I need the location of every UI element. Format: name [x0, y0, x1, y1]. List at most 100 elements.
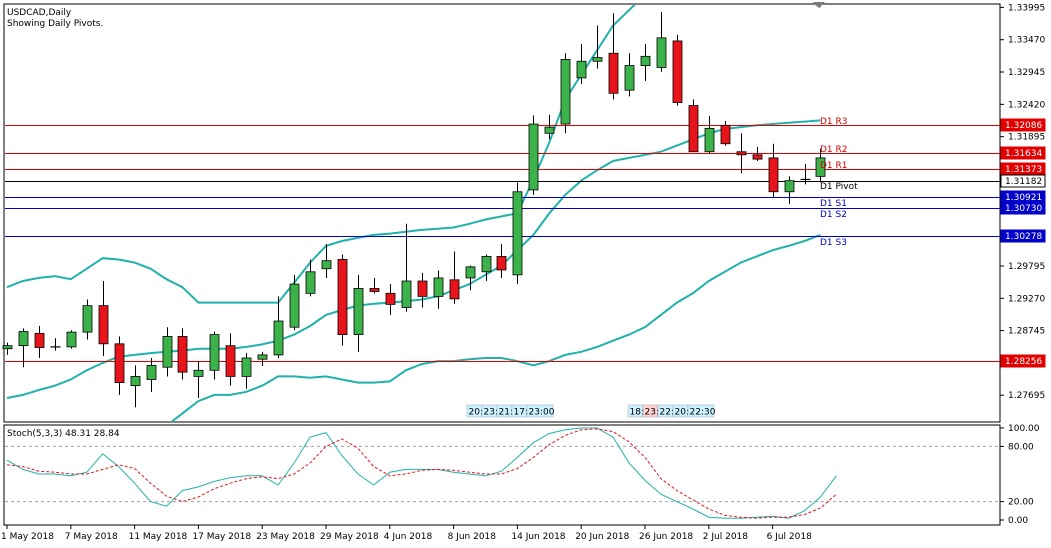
candle [193, 361, 204, 398]
session-cell-label: 22:30 [690, 408, 716, 418]
candle-body-up [784, 180, 795, 193]
stoch-k-line [6, 427, 837, 519]
pivot-label: D1 R1 [820, 161, 848, 171]
stoch-tick-label: 0.00 [1008, 516, 1028, 526]
candle [146, 357, 157, 392]
price-tag-box [1000, 174, 1046, 188]
candle [433, 270, 444, 309]
price-tag-box [1000, 146, 1046, 160]
candle-body-up [576, 60, 587, 79]
candle [560, 53, 571, 134]
candle [321, 244, 332, 278]
session-cell [526, 404, 554, 418]
date-tick-label: 6 Jul 2018 [767, 532, 812, 542]
price-tick-label: 1.29270 [1008, 294, 1045, 304]
date-axis: 1 May 2018 7 May 2018 11 May 2018 17 May 20… [1, 525, 812, 542]
candle [305, 259, 316, 297]
candle-body-up [130, 376, 141, 387]
candle-body-up [289, 283, 300, 328]
candle-body-down [114, 343, 125, 384]
price-tag-label: 1.31373 [1005, 165, 1042, 175]
session-cell-label: 23:00 [529, 408, 555, 418]
price-tag-label: 1.30921 [1005, 193, 1042, 203]
date-tick-label: 20 Jun 2018 [575, 532, 629, 542]
session-boxes: 20: 23: 21: 17: 23:00 18: 23: 22: 20: 22:30 [466, 404, 716, 418]
candle-body-up [321, 260, 332, 270]
candle-body-up [656, 37, 667, 68]
candle-body-up [512, 191, 523, 276]
session-cell-label: 17: [514, 408, 528, 418]
pivot-label: D1 R2 [820, 145, 848, 155]
session-cell-label: 18: [630, 408, 644, 418]
candle-body-up [305, 271, 316, 294]
chart-subtitle: Showing Daily Pivots. [7, 19, 103, 29]
candle [417, 273, 428, 308]
candle-body-down [736, 151, 747, 156]
price-tag-label: 1.31182 [1005, 177, 1042, 187]
price-tick-label: 1.27695 [1008, 391, 1045, 401]
price-tag-label: 1.28256 [1005, 357, 1042, 367]
price-tag-label: 1.30278 [1005, 232, 1042, 242]
candle-body-up [2, 345, 13, 350]
candle [385, 284, 396, 315]
candle [576, 44, 587, 85]
candle-body-up [704, 127, 715, 153]
price-tag-label: 1.31634 [1005, 149, 1042, 159]
candle-body-up [353, 288, 364, 335]
candle [337, 254, 348, 346]
date-tick-label: 17 May 2018 [192, 532, 251, 542]
candle-body-up [624, 65, 635, 91]
session-cell-label: 21: [499, 408, 513, 418]
candle [768, 143, 779, 198]
candle [130, 365, 141, 408]
candle [544, 114, 555, 140]
candle-body-up [481, 256, 492, 273]
candle-body-down [688, 105, 699, 153]
stoch-label: Stoch(5,3,3) 48.31 28.84 [7, 429, 120, 439]
candle [241, 353, 252, 389]
candle-body-up [66, 331, 77, 348]
candle [2, 342, 13, 355]
scroll-marker-icon[interactable] [813, 2, 825, 8]
pivot-label: D1 Pivot [820, 182, 858, 192]
candle [736, 133, 747, 174]
candle [82, 299, 93, 340]
date-tick-label: 14 Jun 2018 [511, 532, 565, 542]
candle [289, 274, 300, 331]
candle-body-up [544, 126, 555, 134]
pivot-label: D1 S3 [820, 238, 847, 248]
date-tick-label: 7 May 2018 [65, 532, 118, 542]
candle [512, 182, 523, 285]
candle [273, 296, 284, 358]
price-tick-label: 1.29795 [1008, 262, 1045, 272]
candle [18, 328, 29, 368]
candle-body-down [385, 292, 396, 305]
candle-body-up [257, 354, 268, 360]
date-tick-label: 2 Jul 2018 [703, 532, 748, 542]
candle [800, 164, 811, 185]
date-tick-label: 23 May 2018 [256, 532, 315, 542]
price-tag-box [1000, 229, 1046, 243]
date-tick-label: 4 Jun 2018 [384, 532, 433, 542]
candle-body-down [369, 288, 380, 292]
bollinger-lower-line [170, 233, 821, 421]
candle [50, 338, 61, 351]
candle-body-down [337, 259, 348, 335]
pivot-label: D1 S1 [820, 199, 847, 209]
candle-body-down [34, 332, 45, 348]
candle [34, 325, 45, 358]
price-tick-label: 1.32945 [1008, 68, 1045, 78]
candle-body-up [560, 59, 571, 125]
date-tick-label: 1 May 2018 [1, 532, 54, 542]
price-tick-label: 1.33470 [1008, 36, 1045, 46]
candles [2, 12, 826, 408]
pivot-lines [5, 125, 1000, 362]
candle-body-down [608, 52, 619, 94]
candle [704, 116, 715, 154]
candle-body-down [752, 154, 763, 160]
price-tick-label: 1.28745 [1008, 327, 1045, 337]
stoch-panel-border [3, 424, 1001, 526]
price-tag-box [1000, 354, 1046, 368]
